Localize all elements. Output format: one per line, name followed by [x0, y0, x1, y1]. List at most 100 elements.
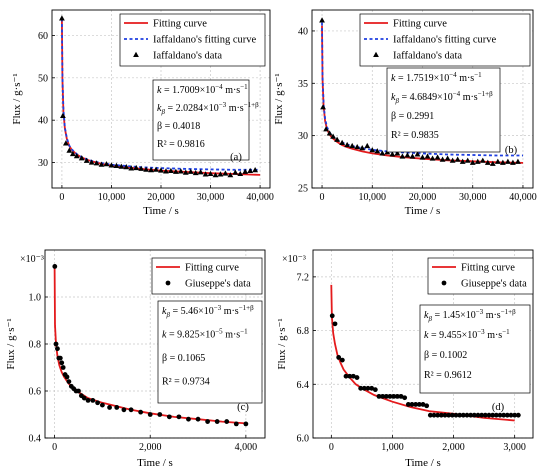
data-point-triangle — [83, 157, 90, 163]
data-point-triangle — [469, 159, 476, 165]
data-point-triangle — [424, 153, 431, 159]
fit-parameter-text: R² = 0.9816 — [157, 139, 205, 150]
legend: Fitting curve Giuseppe's data — [151, 257, 263, 295]
data-point-triangle — [354, 143, 361, 150]
x-tick-label: 20,000 — [409, 192, 437, 203]
legend: Fitting curve Iaffaldano's fitting curve I… — [119, 13, 266, 67]
fit-parameter-text: β = 0.2991 — [391, 111, 434, 122]
legend-marker-triangle — [373, 51, 379, 57]
x-tick-label: 1,000 — [381, 442, 404, 453]
data-point-triangle — [227, 172, 234, 178]
data-point-circle — [486, 412, 492, 418]
data-point-circle — [402, 395, 408, 401]
data-point-circle — [81, 395, 87, 401]
data-point-triangle — [439, 156, 446, 162]
fit-parameter-text: k = 9.825×10−5 m·s−1 — [162, 328, 248, 341]
data-point-circle — [394, 393, 400, 399]
data-point-triangle — [359, 145, 366, 151]
data-point-circle — [372, 387, 378, 393]
data-point-triangle — [98, 161, 105, 167]
fit-parameters: k = 1.7009×10−4 m·s−1 kβ = 2.0284×10−3 m·… — [152, 79, 259, 161]
legend-label: Giuseppe's data — [461, 279, 527, 290]
data-point-circle — [446, 412, 452, 418]
x-tick-label: 40,000 — [246, 192, 274, 203]
y-tick-label: 0.4 — [29, 434, 42, 445]
data-point-circle — [186, 416, 191, 422]
data-point-triangle — [489, 160, 496, 166]
legend-label: Fitting curve — [461, 263, 515, 274]
data-point-circle — [329, 313, 335, 319]
data-point-circle — [497, 412, 503, 418]
data-point-triangle — [73, 153, 80, 159]
data-point-triangle — [394, 150, 401, 156]
legend-box — [359, 13, 531, 67]
x-axis-label: Time / s — [143, 205, 179, 217]
fit-parameters-box — [386, 67, 501, 153]
data-point-circle — [512, 412, 518, 418]
y-tick-label: 1.0 — [29, 293, 42, 304]
y-tick-label: 6.4 — [297, 380, 310, 391]
data-point-circle — [138, 409, 144, 415]
data-point-circle — [501, 412, 507, 418]
data-point-circle — [233, 421, 239, 427]
data-point-circle — [405, 402, 411, 407]
plot-area — [319, 17, 524, 166]
data-point-triangle — [187, 168, 194, 174]
legend: Fitting curve Iaffaldano's fitting curve I… — [359, 13, 531, 67]
fit-parameters-box — [152, 79, 250, 161]
data-point-triangle — [369, 147, 376, 153]
x-tick-label: 20,000 — [147, 192, 175, 203]
fitting-curve-line — [330, 284, 515, 422]
panel-label: (a) — [230, 152, 242, 163]
data-point-circle — [361, 385, 367, 391]
chart-panel-c: 0 2,000 4,000 0.4 0.6 0.8 1.0 Time / s Flux / g·… — [5, 249, 266, 469]
x-axis-label: Time / s — [405, 457, 441, 469]
data-point-triangle — [404, 152, 411, 158]
data-point-circle — [490, 412, 496, 418]
legend-label: Iaffaldano's data — [153, 51, 222, 62]
data-point-circle — [147, 412, 153, 417]
data-point-circle — [460, 412, 466, 418]
legend-label: Iaffaldano's fitting curve — [393, 35, 496, 46]
data-point-triangle — [103, 161, 110, 167]
data-point-circle — [107, 405, 112, 410]
data-point-circle — [205, 419, 211, 424]
panel-label: (d) — [492, 402, 505, 413]
data-point-circle — [431, 412, 437, 418]
data-point-triangle — [349, 142, 356, 149]
plot-area — [59, 15, 261, 178]
x-tick-label: 10,000 — [359, 192, 387, 203]
x-axis-label: Time / s — [405, 205, 441, 217]
data-point-circle — [128, 407, 134, 413]
data-point-circle — [427, 412, 433, 418]
data-point-triangle — [374, 148, 381, 154]
legend-label: Fitting curve — [185, 263, 239, 274]
fit-parameter-text: β = 0.4018 — [157, 121, 200, 132]
data-point-circle — [380, 393, 386, 399]
data-point-circle — [332, 321, 338, 327]
data-point-triangle — [479, 157, 486, 163]
data-point-circle — [224, 419, 230, 424]
y-tick-label: 40 — [38, 116, 48, 127]
data-point-circle — [435, 412, 441, 418]
data-point-triangle — [217, 171, 224, 177]
data-point-triangle — [252, 167, 259, 173]
x-tick-label: 0 — [320, 192, 325, 203]
data-point-circle — [66, 379, 72, 384]
data-point-triangle — [334, 136, 341, 142]
y-tick-label: 50 — [38, 73, 48, 84]
x-tick-label: 10,000 — [98, 192, 126, 203]
y-tick-label: 30 — [38, 158, 48, 169]
data-point-circle — [76, 388, 81, 394]
data-point-triangle — [93, 160, 100, 166]
y-tick-label: 0.8 — [29, 340, 42, 351]
data-point-triangle — [207, 170, 214, 177]
data-point-circle — [53, 341, 59, 347]
data-point-triangle — [182, 169, 189, 175]
data-point-circle — [504, 412, 510, 418]
y-tick-label: 25 — [298, 184, 308, 195]
y-tick-label: 7.2 — [297, 272, 310, 283]
data-point-triangle — [158, 167, 164, 173]
data-point-circle — [176, 414, 182, 420]
data-point-triangle — [172, 168, 179, 174]
